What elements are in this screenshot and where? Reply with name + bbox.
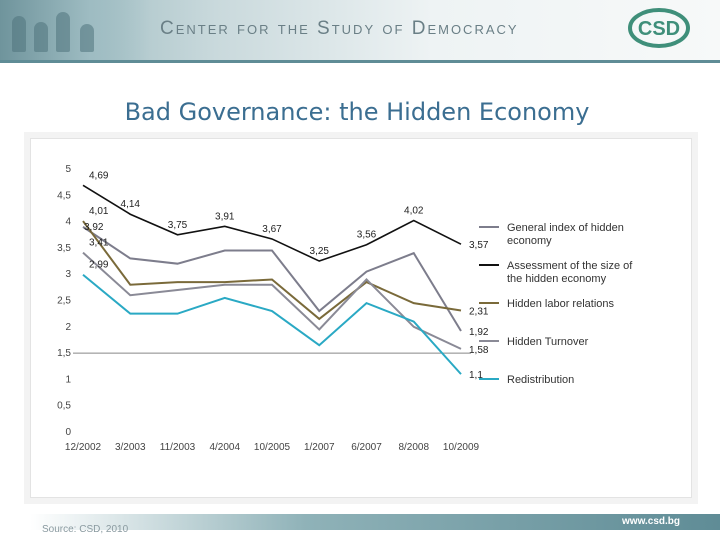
- x-tick-label: 10/2005: [254, 442, 291, 453]
- y-tick-label: 4,5: [57, 190, 71, 201]
- legend-label: Hidden labor relations: [507, 298, 615, 310]
- csd-logo: CSD: [628, 8, 690, 48]
- y-tick-label: 4: [65, 217, 71, 228]
- x-tick-label: 8/2008: [398, 442, 429, 453]
- footer-bar: [30, 514, 720, 530]
- legend-label: General index of hidden: [507, 222, 624, 234]
- slide-title: Bad Governance: the Hidden Economy: [124, 98, 590, 126]
- footer-url: www.csd.bg: [622, 516, 680, 527]
- data-label: 3,91: [215, 211, 235, 222]
- y-tick-label: 2: [65, 322, 71, 333]
- y-tick-label: 3: [65, 269, 71, 280]
- x-tick-label: 12/2002: [65, 442, 102, 453]
- data-label: 4,14: [121, 199, 141, 210]
- data-label: 4,69: [89, 170, 109, 181]
- legend-label: Assessment of the size of: [507, 260, 633, 272]
- x-tick-label: 11/2003: [160, 442, 196, 453]
- header-figure-1: [12, 16, 26, 52]
- series-line: [82, 184, 462, 262]
- data-label: 4,02: [404, 206, 424, 217]
- header-title: Center for the Study of Democracy: [160, 18, 519, 39]
- header-banner: Center for the Study of Democracy CSD: [0, 0, 720, 63]
- header-figure-2: [34, 22, 48, 52]
- legend-label: Hidden Turnover: [507, 336, 589, 348]
- data-label: 3,57: [469, 240, 489, 251]
- chart-panel: 0 0,5 1 1,5 2 2,5 3 3,5 4 4,5 5 12/2002 3/2003 11/200…: [30, 138, 692, 498]
- data-label: 1,92: [469, 327, 489, 338]
- data-label: 3,41: [89, 238, 109, 249]
- data-label: 2,31: [469, 306, 489, 317]
- x-tick-label: 1/2007: [304, 442, 335, 453]
- data-label: 4,01: [89, 206, 109, 217]
- source-note: Source: CSD, 2010: [42, 524, 129, 535]
- logo-text: CSD: [638, 18, 680, 40]
- series-line: [82, 273, 462, 375]
- x-tick-label: 4/2004: [209, 442, 240, 453]
- y-tick-label: 3,5: [57, 243, 71, 254]
- legend-label: economy: [507, 235, 552, 247]
- x-tick-label: 6/2007: [351, 442, 382, 453]
- data-label: 3,75: [168, 220, 188, 231]
- y-tick-label: 0,5: [57, 401, 71, 412]
- header-figure-3: [56, 12, 70, 52]
- x-tick-label: 10/2009: [443, 442, 480, 453]
- line-chart: 0 0,5 1 1,5 2 2,5 3 3,5 4 4,5 5 12/2002 3/2003 11/200…: [57, 164, 633, 453]
- y-tick-label: 1,5: [57, 348, 71, 359]
- y-tick-label: 2,5: [57, 296, 71, 307]
- header-figure-4: [80, 24, 94, 52]
- y-tick-label: 1: [65, 374, 71, 385]
- legend-label: Redistribution: [507, 374, 574, 386]
- x-tick-label: 3/2003: [115, 442, 146, 453]
- data-label: 3,67: [262, 224, 282, 235]
- y-tick-label: 0: [65, 427, 71, 438]
- legend-label: the hidden economy: [507, 273, 607, 285]
- series-line: [82, 220, 462, 321]
- data-label: 1,1: [469, 370, 483, 381]
- series-line: [82, 226, 462, 332]
- data-label: 3,56: [357, 230, 377, 241]
- y-tick-label: 5: [65, 164, 71, 175]
- data-label: 2,99: [89, 260, 109, 271]
- series-line: [82, 251, 462, 350]
- data-label: 3,25: [310, 246, 330, 257]
- data-label: 1,58: [469, 345, 489, 356]
- data-label: 3,92: [84, 222, 104, 233]
- header-photo: [0, 0, 150, 60]
